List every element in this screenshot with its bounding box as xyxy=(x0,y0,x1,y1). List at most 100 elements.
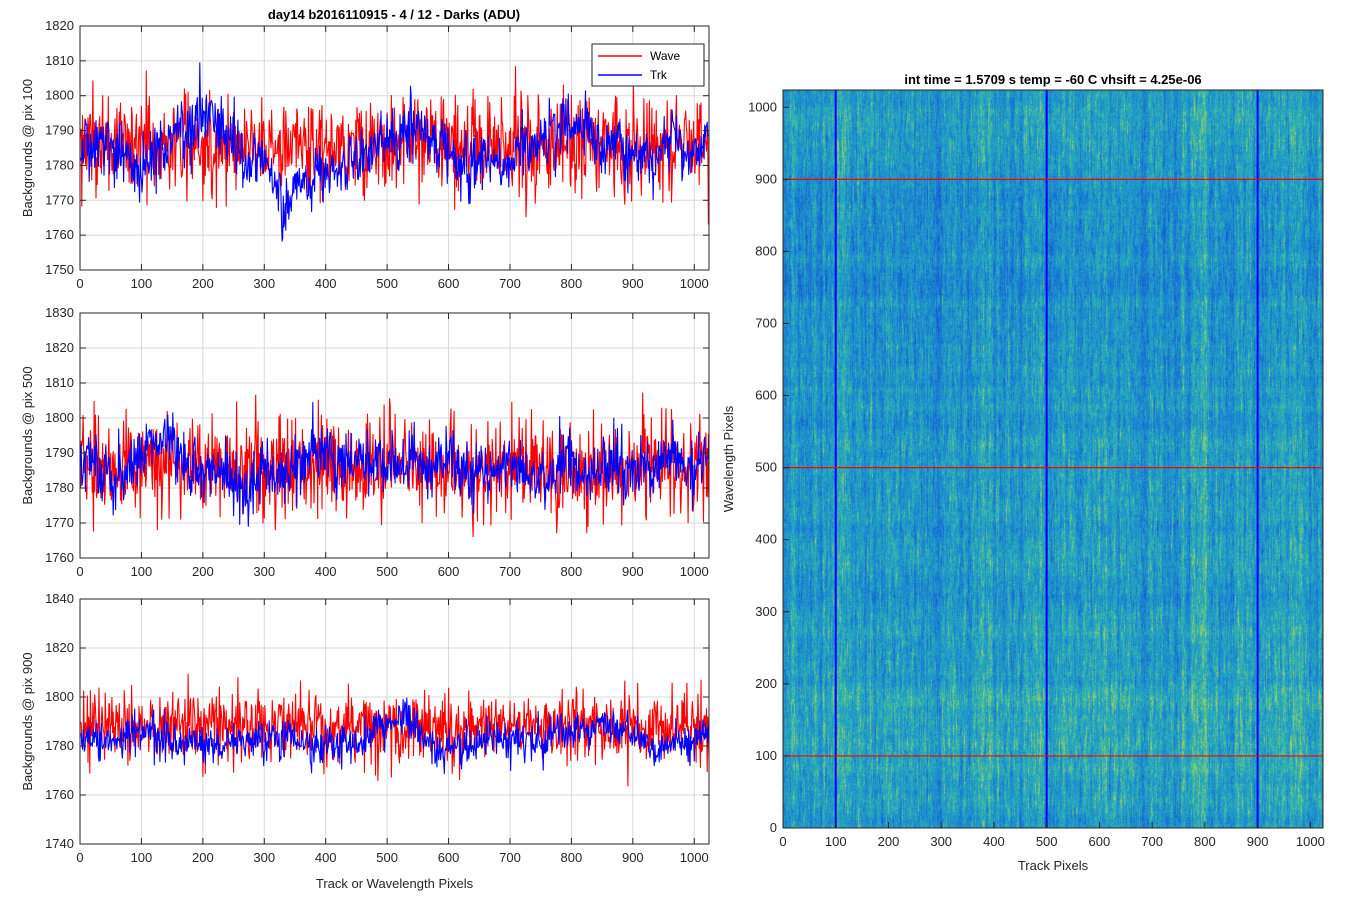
x-tick-label: 1000 xyxy=(680,850,709,865)
legend: Wave Trk xyxy=(591,43,705,87)
y-axis-label: Wavelength Pixels xyxy=(721,405,736,512)
y-tick-label: 1820 xyxy=(45,18,74,33)
y-tick-label: 400 xyxy=(755,532,777,547)
image-panel xyxy=(783,90,1323,828)
y-tick-label: 1000 xyxy=(748,99,777,114)
x-tick-label: 300 xyxy=(253,276,275,291)
y-tick-label: 1830 xyxy=(45,305,74,320)
x-tick-label: 1000 xyxy=(1296,834,1325,849)
heatmap-container xyxy=(783,90,1323,828)
x-tick-label: 500 xyxy=(1036,834,1058,849)
y-tick-label: 1820 xyxy=(45,640,74,655)
series-line-wave xyxy=(80,673,710,787)
figure-title: day14 b2016110915 - 4 / 12 - Darks (ADU) xyxy=(268,7,520,22)
x-tick-label: 0 xyxy=(76,850,83,865)
axes-box xyxy=(79,312,710,559)
x-tick-label: 400 xyxy=(983,834,1005,849)
x-tick-label: 900 xyxy=(1247,834,1269,849)
y-tick-label: 1770 xyxy=(45,192,74,207)
x-tick-label: 600 xyxy=(438,564,460,579)
x-axis-label: Track or Wavelength Pixels xyxy=(316,876,474,891)
x-tick-label: 900 xyxy=(622,276,644,291)
y-tick-label: 700 xyxy=(755,316,777,331)
x-tick-label: 200 xyxy=(192,276,214,291)
y-tick-label: 1800 xyxy=(45,88,74,103)
x-tick-label: 200 xyxy=(878,834,900,849)
x-tick-label: 800 xyxy=(561,850,583,865)
x-tick-label: 0 xyxy=(76,276,83,291)
y-tick-label: 1770 xyxy=(45,515,74,530)
axes-box xyxy=(79,598,710,845)
x-tick-label: 200 xyxy=(192,564,214,579)
x-axis-label: Track Pixels xyxy=(1018,858,1089,873)
y-tick-label: 1780 xyxy=(45,157,74,172)
x-tick-label: 600 xyxy=(1089,834,1111,849)
x-tick-label: 100 xyxy=(131,850,153,865)
y-tick-label: 300 xyxy=(755,604,777,619)
x-tick-label: 600 xyxy=(438,276,460,291)
y-tick-label: 1820 xyxy=(45,340,74,355)
x-tick-label: 400 xyxy=(315,276,337,291)
x-tick-label: 1000 xyxy=(680,564,709,579)
x-tick-label: 700 xyxy=(499,564,521,579)
image-axes: 0 100 200 300 400 500 600 700 800 900 1000 0 100 200 3… xyxy=(721,89,1325,873)
x-tick-label: 100 xyxy=(825,834,847,849)
y-tick-label: 1790 xyxy=(45,123,74,138)
x-tick-label: 500 xyxy=(376,564,398,579)
x-tick-label: 400 xyxy=(315,564,337,579)
series-line-trk xyxy=(80,62,710,242)
x-tick-label: 100 xyxy=(131,276,153,291)
legend-label-trk: Trk xyxy=(650,68,668,82)
y-tick-label: 900 xyxy=(755,171,777,186)
x-tick-label: 700 xyxy=(499,850,521,865)
y-tick-label: 1800 xyxy=(45,689,74,704)
subplot-pix-500: 0 100 200 300 400 500 600 700 800 900 1000 1760 1770… xyxy=(20,305,710,579)
x-tick-label: 500 xyxy=(376,276,398,291)
y-tick-label: 1780 xyxy=(45,738,74,753)
series-line-wave xyxy=(80,66,710,225)
y-tick-label: 0 xyxy=(770,820,777,835)
axes-box xyxy=(79,25,710,271)
x-tick-label: 200 xyxy=(192,850,214,865)
x-tick-label: 0 xyxy=(76,564,83,579)
x-tick-label: 700 xyxy=(1141,834,1163,849)
y-tick-label: 1740 xyxy=(45,836,74,851)
x-tick-label: 800 xyxy=(1194,834,1216,849)
y-axis-label: Backgrounds @ pix 500 xyxy=(20,366,35,504)
x-tick-label: 300 xyxy=(930,834,952,849)
y-tick-label: 500 xyxy=(755,460,777,475)
y-tick-label: 200 xyxy=(755,676,777,691)
x-tick-label: 800 xyxy=(561,276,583,291)
x-tick-label: 500 xyxy=(376,850,398,865)
x-tick-label: 100 xyxy=(131,564,153,579)
y-tick-label: 1760 xyxy=(45,227,74,242)
y-tick-label: 1750 xyxy=(45,262,74,277)
series-line-trk xyxy=(80,697,710,775)
x-tick-label: 900 xyxy=(622,564,644,579)
legend-label-wave: Wave xyxy=(650,49,681,63)
heatmap xyxy=(783,90,1323,828)
x-tick-label: 400 xyxy=(315,850,337,865)
y-tick-label: 1760 xyxy=(45,787,74,802)
x-tick-label: 0 xyxy=(779,834,786,849)
image-title: int time = 1.5709 s temp = -60 C vhsift … xyxy=(904,72,1201,87)
series-line-trk xyxy=(80,401,710,527)
x-tick-label: 1000 xyxy=(680,276,709,291)
x-tick-label: 300 xyxy=(253,850,275,865)
y-tick-label: 800 xyxy=(755,243,777,258)
y-axis-label: Backgrounds @ pix 100 xyxy=(20,79,35,217)
y-tick-label: 1790 xyxy=(45,445,74,460)
image-axes-box xyxy=(782,89,1324,829)
y-tick-label: 1810 xyxy=(45,375,74,390)
y-tick-label: 1840 xyxy=(45,591,74,606)
x-tick-label: 700 xyxy=(499,276,521,291)
x-tick-label: 600 xyxy=(438,850,460,865)
subplot-pix-900: 0 100 200 300 400 500 600 700 800 900 1000 1740 1760… xyxy=(20,591,710,891)
x-tick-label: 900 xyxy=(622,850,644,865)
y-tick-label: 1780 xyxy=(45,480,74,495)
y-tick-label: 1760 xyxy=(45,550,74,565)
y-tick-label: 600 xyxy=(755,388,777,403)
y-tick-label: 1800 xyxy=(45,410,74,425)
y-axis-label: Backgrounds @ pix 900 xyxy=(20,652,35,790)
